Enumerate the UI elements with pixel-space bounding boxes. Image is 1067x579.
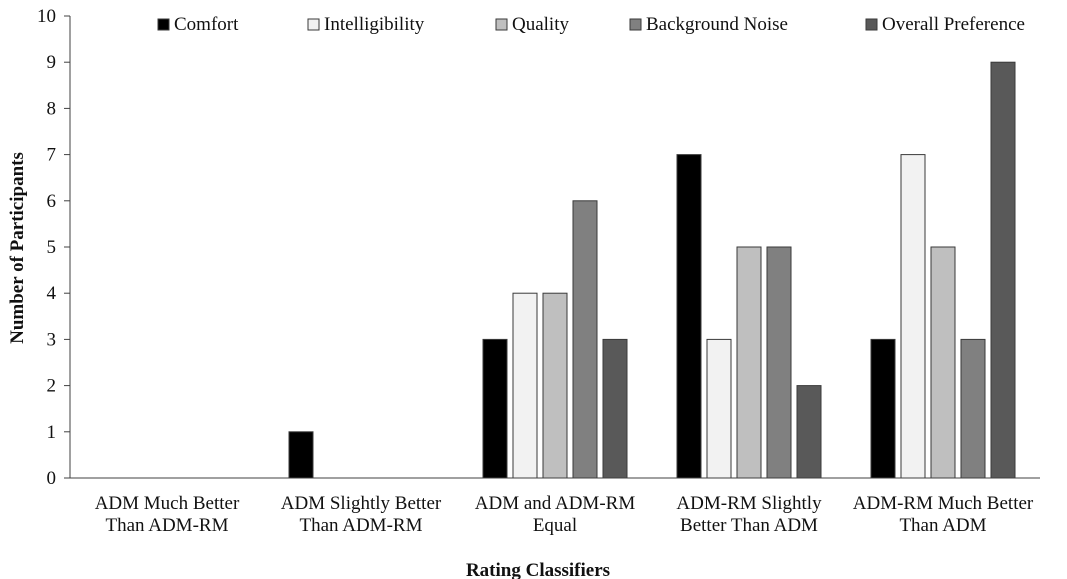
legend-label-intelligibility: Intelligibility [324,14,425,35]
y-tick-label: 9 [47,52,57,73]
bar-overall-preference [602,338,628,479]
x-category-label: ADM Much Better Than ADM-RM [95,493,240,536]
bar-comfort [482,338,508,479]
bar-comfort [676,154,702,479]
bar-background-noise [766,246,792,479]
legend-label-background-noise: Background Noise [646,14,788,35]
legend-swatch-intelligibility [307,18,320,31]
legend-label-comfort: Comfort [174,14,239,35]
x-category-label: ADM Slightly Better Than ADM-RM [281,493,442,536]
y-axis-title: Number of Participants [7,152,28,344]
legend-swatch-background-noise [629,18,642,31]
x-axis: ADM Much Better Than ADM-RM ADM Slightly B… [70,477,1040,536]
legend-label-overall-preference: Overall Preference [882,14,1025,35]
y-tick-label: 10 [37,6,56,27]
bars [288,61,1016,479]
x-category-label: ADM-RM Much Better Than ADM [853,493,1034,536]
bar-comfort [870,338,896,479]
bar-quality [930,246,956,479]
bar-background-noise [960,338,986,479]
bar-comfort [288,431,314,479]
bar-background-noise [572,200,598,479]
x-category-label: ADM and ADM-RM Equal [475,493,636,536]
legend-swatch-overall-preference [865,18,878,31]
y-tick-label: 5 [47,237,57,258]
y-tick-label: 8 [47,98,57,119]
y-tick-label: 2 [47,376,57,397]
bar-quality [542,292,568,479]
y-tick-label: 3 [47,329,57,350]
y-tick-label: 0 [47,468,57,489]
legend: Comfort Intelligibility Quality Background … [157,14,1025,35]
y-axis: 0 1 2 3 4 5 6 7 8 9 10 [37,6,71,489]
bar-overall-preference [990,61,1016,479]
legend-swatch-quality [495,18,508,31]
bar-quality [736,246,762,479]
bar-intelligibility [512,292,538,479]
y-tick-label: 7 [47,145,57,166]
x-category-label: ADM-RM Slightly Better Than ADM [676,493,822,536]
legend-label-quality: Quality [512,14,569,35]
legend-swatch-comfort [157,18,170,31]
y-tick-label: 6 [47,191,57,212]
bar-overall-preference [796,385,822,479]
y-tick-label: 4 [47,283,57,304]
y-tick-label: 1 [47,422,57,443]
x-axis-title: Rating Classifiers [466,560,610,579]
bar-intelligibility [900,154,926,479]
bar-intelligibility [706,338,732,479]
